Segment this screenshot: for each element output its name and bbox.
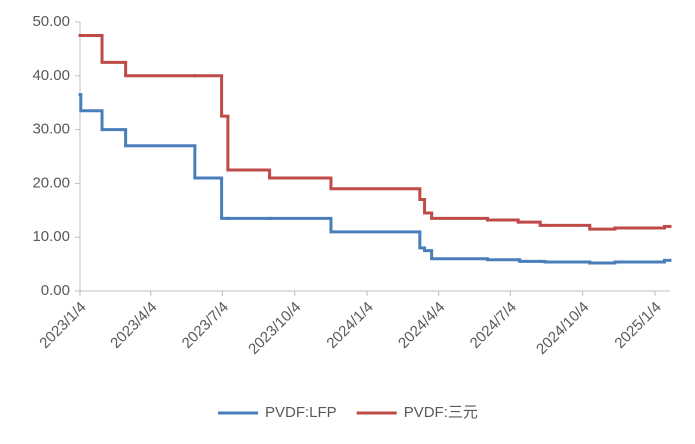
x-tick-label: 2023/7/4 bbox=[179, 299, 232, 352]
legend-label: PVDF:三元 bbox=[404, 404, 478, 421]
x-tick-label: 2025/1/4 bbox=[611, 299, 664, 352]
series-line bbox=[78, 33, 672, 231]
x-tick-label: 2024/7/4 bbox=[467, 299, 520, 352]
y-tick-label: 30.00 bbox=[32, 121, 70, 138]
y-tick-label: 40.00 bbox=[32, 67, 70, 84]
y-tick-label: 20.00 bbox=[32, 174, 70, 191]
y-tick-label: 10.00 bbox=[32, 228, 70, 245]
x-tick-label: 2024/10/4 bbox=[533, 299, 592, 358]
x-tick-label: 2023/1/4 bbox=[36, 299, 89, 352]
series-line bbox=[78, 93, 672, 265]
x-tick-label: 2024/1/4 bbox=[323, 299, 376, 352]
y-tick-label: 50.00 bbox=[32, 13, 70, 30]
y-tick-label: 0.00 bbox=[41, 282, 70, 299]
x-tick-label: 2024/4/4 bbox=[395, 299, 448, 352]
x-tick-label: 2023/10/4 bbox=[245, 299, 304, 358]
legend-label: PVDF:LFP bbox=[265, 404, 337, 421]
x-tick-label: 2023/4/4 bbox=[107, 299, 160, 352]
